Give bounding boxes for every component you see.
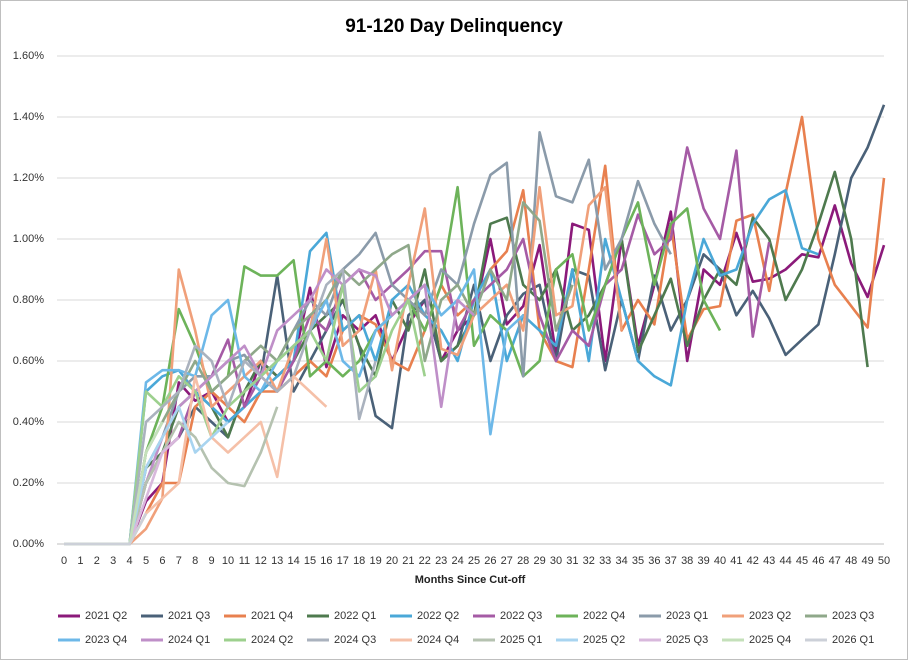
x-tick-label: 5: [143, 555, 149, 567]
legend-label: 2022 Q4: [583, 610, 625, 622]
x-tick-label: 45: [796, 555, 808, 567]
y-tick-label: 0.60%: [13, 355, 44, 367]
x-tick-label: 47: [829, 555, 841, 567]
x-tick-label: 20: [386, 555, 398, 567]
legend-label: 2025 Q1: [500, 634, 542, 646]
x-tick-label: 42: [747, 555, 759, 567]
x-tick-label: 33: [599, 555, 611, 567]
legend-label: 2022 Q3: [500, 610, 542, 622]
legend-label: 2025 Q4: [749, 634, 791, 646]
x-tick-label: 26: [484, 555, 496, 567]
x-tick-label: 34: [615, 555, 627, 567]
x-tick-label: 41: [730, 555, 742, 567]
x-tick-label: 19: [369, 555, 381, 567]
series-line: [64, 104, 886, 546]
x-tick-label: 7: [176, 555, 182, 567]
x-tick-label: 46: [812, 555, 824, 567]
series-line: [64, 188, 819, 546]
series-line: [64, 185, 623, 546]
y-tick-label: 1.00%: [13, 233, 44, 245]
x-tick-label: 32: [583, 555, 595, 567]
x-tick-label: 1: [77, 555, 83, 567]
x-tick-label: 40: [714, 555, 726, 567]
x-tick-label: 18: [353, 555, 365, 567]
x-tick-label: 16: [320, 555, 332, 567]
legend-label: 2024 Q1: [168, 634, 210, 646]
legend-label: 2023 Q4: [85, 634, 127, 646]
y-tick-label: 0.80%: [13, 294, 44, 306]
x-tick-label: 15: [304, 555, 316, 567]
legend-label: 2021 Q3: [168, 610, 210, 622]
x-tick-label: 8: [192, 555, 198, 567]
x-tick-label: 21: [402, 555, 414, 567]
series-line: [64, 146, 771, 546]
series-line: [64, 512, 148, 546]
y-tick-label: 1.40%: [13, 111, 44, 123]
x-tick-label: 9: [209, 555, 215, 567]
x-tick-label: 2: [94, 555, 100, 567]
x-tick-label: 31: [566, 555, 578, 567]
x-tick-label: 23: [435, 555, 447, 567]
x-tick-label: 4: [127, 555, 133, 567]
x-tick-label: 17: [337, 555, 349, 567]
x-tick-label: 48: [845, 555, 857, 567]
y-tick-label: 0.40%: [13, 416, 44, 428]
x-tick-label: 39: [697, 555, 709, 567]
x-tick-label: 14: [287, 555, 299, 567]
x-tick-label: 12: [255, 555, 267, 567]
x-tick-label: 29: [533, 555, 545, 567]
x-tick-label: 43: [763, 555, 775, 567]
y-tick-label: 0.00%: [13, 538, 44, 550]
x-tick-label: 10: [222, 555, 234, 567]
legend-label: 2023 Q2: [749, 610, 791, 622]
y-tick-label: 1.20%: [13, 172, 44, 184]
legend-label: 2021 Q2: [85, 610, 127, 622]
x-tick-label: 11: [239, 555, 250, 567]
x-tick-label: 0: [61, 555, 67, 567]
x-tick-label: 28: [517, 555, 529, 567]
x-tick-label: 13: [271, 555, 283, 567]
x-tick-label: 49: [861, 555, 873, 567]
legend-label: 2025 Q2: [583, 634, 625, 646]
x-tick-label: 50: [878, 555, 890, 567]
x-tick-label: 36: [648, 555, 660, 567]
x-tick-label: 35: [632, 555, 644, 567]
x-tick-label: 25: [468, 555, 480, 567]
legend-label: 2023 Q1: [666, 610, 708, 622]
y-tick-label: 0.20%: [13, 477, 44, 489]
legend-label: 2026 Q1: [832, 634, 874, 646]
legend-label: 2021 Q4: [251, 610, 293, 622]
x-tick-label: 38: [681, 555, 693, 567]
x-tick-label: 24: [451, 555, 463, 567]
x-tick-label: 30: [550, 555, 562, 567]
legend-label: 2024 Q4: [417, 634, 459, 646]
x-tick-label: 3: [110, 555, 116, 567]
x-tick-label: 37: [665, 555, 677, 567]
x-tick-label: 44: [779, 555, 791, 567]
y-tick-label: 1.60%: [13, 50, 44, 62]
legend-label: 2024 Q3: [334, 634, 376, 646]
legend-label: 2025 Q3: [666, 634, 708, 646]
x-tick-label: 22: [419, 555, 431, 567]
x-tick-label: 6: [159, 555, 165, 567]
legend-label: 2022 Q1: [334, 610, 376, 622]
legend-label: 2022 Q2: [417, 610, 459, 622]
x-tick-label: 27: [501, 555, 513, 567]
x-axis-label: Months Since Cut-off: [415, 574, 526, 586]
legend-label: 2023 Q3: [832, 610, 874, 622]
legend-label: 2024 Q2: [251, 634, 293, 646]
chart-title: 91-120 Day Delinquency: [345, 16, 563, 37]
